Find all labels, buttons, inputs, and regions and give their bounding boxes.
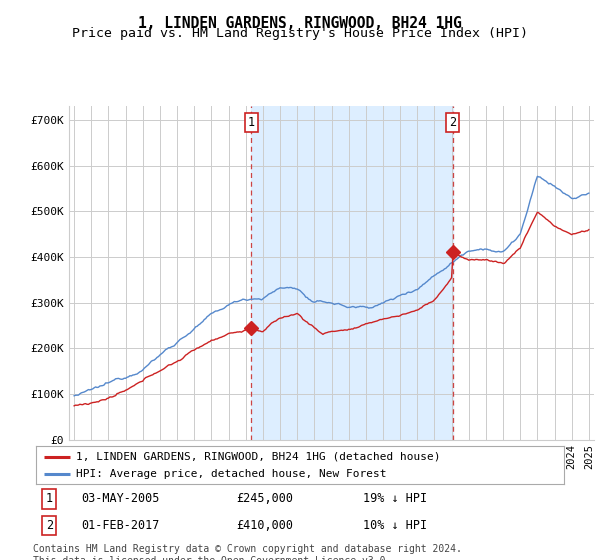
Text: HPI: Average price, detached house, New Forest: HPI: Average price, detached house, New … xyxy=(76,469,386,479)
Text: 19% ↓ HPI: 19% ↓ HPI xyxy=(364,492,427,506)
Text: 1: 1 xyxy=(248,116,255,129)
Text: 03-MAY-2005: 03-MAY-2005 xyxy=(81,492,159,506)
Text: 01-FEB-2017: 01-FEB-2017 xyxy=(81,519,159,532)
Text: Contains HM Land Registry data © Crown copyright and database right 2024.
This d: Contains HM Land Registry data © Crown c… xyxy=(33,544,462,560)
Text: £410,000: £410,000 xyxy=(236,519,293,532)
Text: 1: 1 xyxy=(46,492,53,506)
Text: 1, LINDEN GARDENS, RINGWOOD, BH24 1HG (detached house): 1, LINDEN GARDENS, RINGWOOD, BH24 1HG (d… xyxy=(76,451,440,461)
Text: 1, LINDEN GARDENS, RINGWOOD, BH24 1HG: 1, LINDEN GARDENS, RINGWOOD, BH24 1HG xyxy=(138,16,462,31)
Text: 10% ↓ HPI: 10% ↓ HPI xyxy=(364,519,427,532)
Text: Price paid vs. HM Land Registry's House Price Index (HPI): Price paid vs. HM Land Registry's House … xyxy=(72,27,528,40)
Text: 2: 2 xyxy=(46,519,53,532)
Text: £245,000: £245,000 xyxy=(236,492,293,506)
Text: 2: 2 xyxy=(449,116,457,129)
Bar xyxy=(251,106,453,440)
